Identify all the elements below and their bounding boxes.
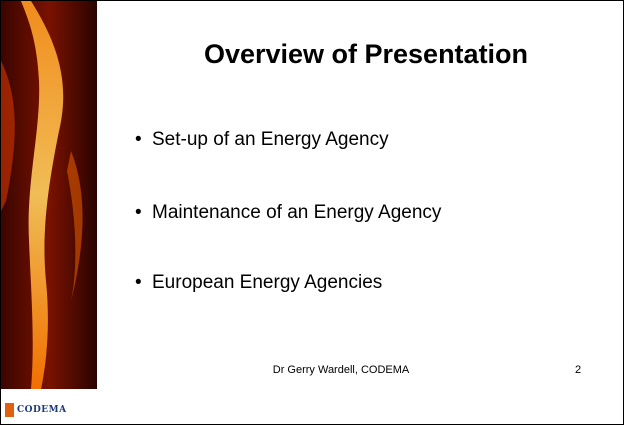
- bullet: Set-up of an Energy Agency: [135, 129, 389, 151]
- page-number: 2: [575, 364, 581, 376]
- slide-title: Overview of Presentation: [101, 39, 624, 70]
- bullet: Maintenance of an Energy Agency: [135, 202, 441, 224]
- bullet: European Energy Agencies: [135, 272, 382, 294]
- slide: Overview of Presentation Set-up of an En…: [0, 0, 624, 425]
- flame-art: [1, 1, 101, 425]
- logo: CODEMA: [17, 405, 67, 415]
- footer: Dr Gerry Wardell, CODEMA: [231, 364, 451, 376]
